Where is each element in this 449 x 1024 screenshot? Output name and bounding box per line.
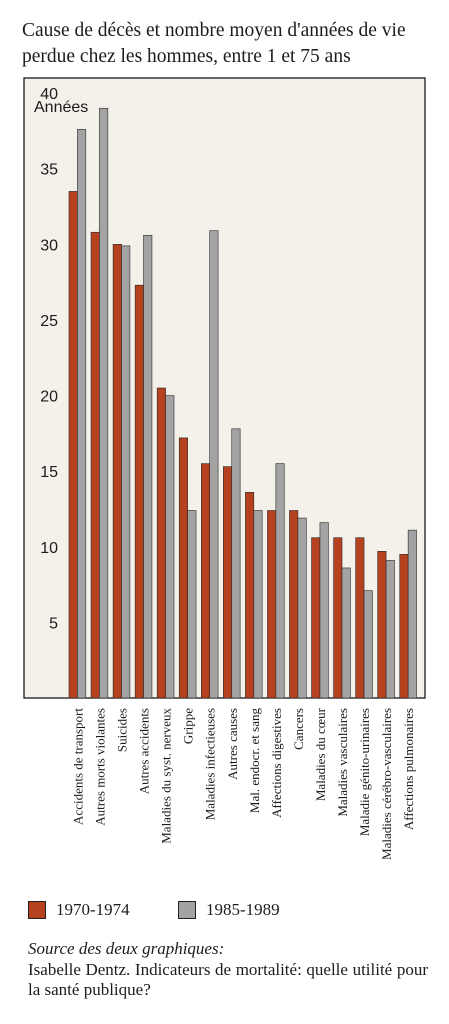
y-tick-label: 15	[40, 464, 58, 481]
bar-1985-1989	[363, 590, 373, 699]
y-axis-title: Années	[34, 99, 88, 116]
category-label: Cancers	[291, 708, 306, 750]
bar-1985-1989	[319, 522, 329, 699]
source-text: Isabelle Dentz. Indicateurs de mortalité…	[28, 960, 428, 999]
category-label: Maladies cérébro-vasculaires	[379, 708, 394, 860]
bar-1970-1974	[399, 554, 409, 699]
bar-1970-1974	[289, 510, 299, 699]
y-tick-label: 35	[40, 162, 58, 179]
bar-1970-1974	[68, 191, 78, 699]
category-label: Maladies vasculaires	[335, 708, 350, 817]
bar-1970-1974	[178, 437, 188, 699]
y-tick-label: 20	[40, 389, 58, 406]
y-tick-label: 40	[40, 86, 58, 103]
bar-1985-1989	[275, 463, 285, 699]
bar-1985-1989	[231, 428, 241, 699]
bar-1985-1989	[121, 245, 131, 699]
category-label: Autres morts violantes	[92, 708, 107, 826]
y-tick-label: 5	[49, 615, 58, 632]
bar-1985-1989	[165, 395, 175, 699]
legend-label-1985-1989: 1985-1989	[206, 900, 280, 919]
chart-title: Cause de décès et nombre moyen d'années …	[22, 20, 406, 67]
bar-1970-1974	[90, 231, 100, 699]
legend-swatch-1985-1989	[178, 901, 196, 919]
bar-1970-1974	[112, 244, 122, 699]
bar-1970-1974	[377, 551, 387, 699]
bar-1970-1974	[134, 284, 144, 699]
category-label: Grippe	[181, 708, 196, 744]
bar-1985-1989	[187, 510, 197, 699]
bar-1985-1989	[341, 567, 351, 699]
bar-1985-1989	[77, 129, 87, 699]
category-label: Maladies infectieuses	[203, 708, 218, 820]
category-label: Suicides	[115, 708, 130, 752]
source-heading: Source des deux graphiques:	[28, 939, 225, 958]
category-label: Mal. endocr. et sang	[247, 708, 262, 814]
bar-1970-1974	[355, 537, 365, 699]
category-label: Affections pulmonaires	[401, 708, 416, 830]
category-label: Maladie génito-urinaires	[357, 708, 372, 836]
category-label: Accidents de transport	[70, 708, 85, 825]
bar-1985-1989	[407, 529, 417, 699]
category-label: Maladies du syst. nerveux	[159, 708, 174, 844]
bar-1985-1989	[253, 510, 263, 699]
bar-1970-1974	[311, 537, 321, 699]
legend-label-1970-1974: 1970-1974	[56, 900, 130, 919]
bar-1970-1974	[156, 387, 166, 699]
y-tick-label: 10	[40, 540, 58, 557]
bar-chart: Années 5 10 15 20 25 30 35 40 Accidents de transp…	[23, 77, 426, 860]
legend-swatch-1970-1974	[28, 901, 46, 919]
category-label: Autres accidents	[137, 708, 152, 794]
y-tick-label: 30	[40, 237, 58, 254]
legend-item-1985-1989: 1985-1989	[178, 900, 280, 920]
bar-1985-1989	[143, 234, 153, 699]
bar-1970-1974	[333, 537, 343, 699]
bar-1970-1974	[223, 466, 233, 699]
legend-item-1970-1974: 1970-1974	[28, 900, 130, 920]
bar-1985-1989	[385, 560, 395, 699]
bar-1970-1974	[267, 510, 277, 699]
bar-1985-1989	[209, 230, 219, 699]
y-tick-label: 25	[40, 313, 58, 330]
bar-1970-1974	[245, 492, 255, 699]
bar-1985-1989	[297, 517, 307, 699]
category-label: Maladies du cœur	[313, 707, 328, 801]
bar-1985-1989	[99, 107, 109, 699]
category-label: Autres causes	[225, 708, 240, 780]
bar-1970-1974	[201, 463, 211, 699]
category-label: Affections digestives	[269, 708, 284, 818]
